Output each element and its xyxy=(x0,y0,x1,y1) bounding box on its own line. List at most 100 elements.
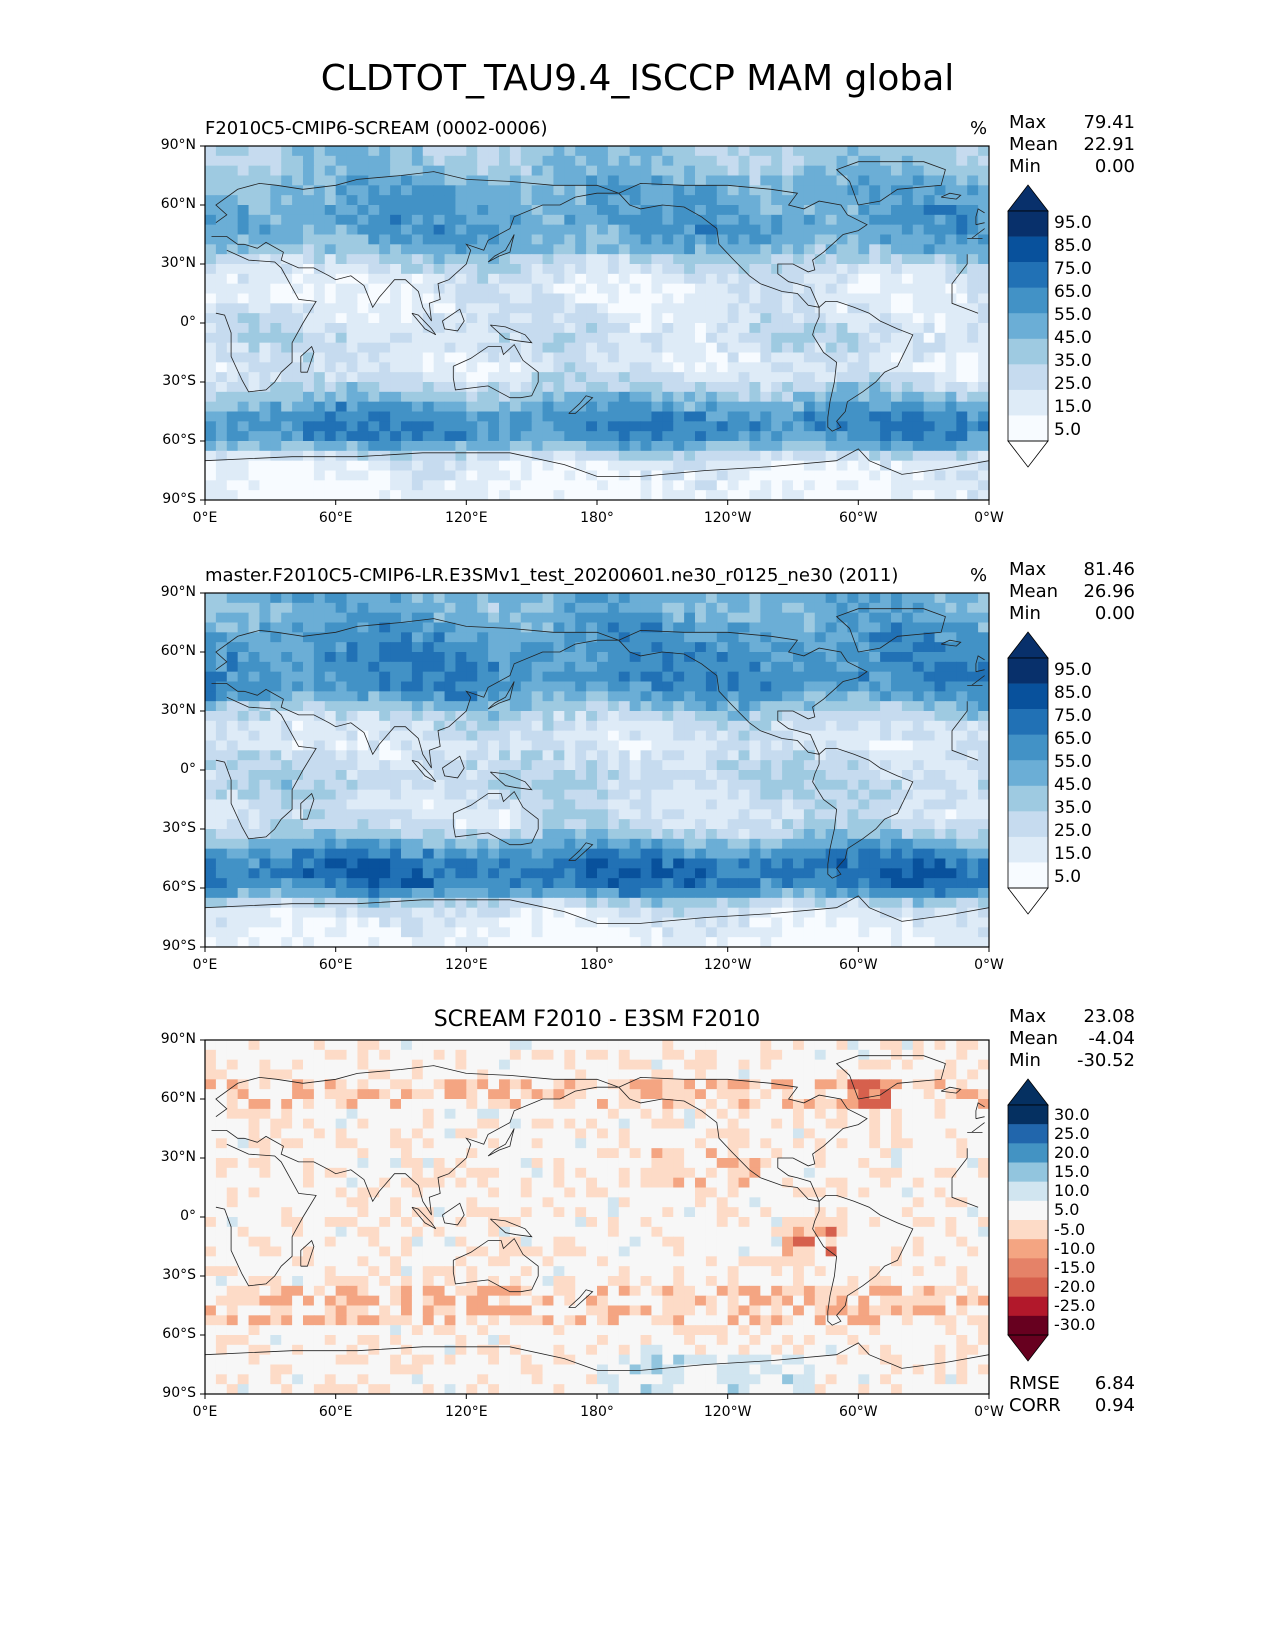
field-cell xyxy=(357,165,369,176)
field-cell xyxy=(945,283,957,294)
field-cell xyxy=(716,809,729,820)
field-cell xyxy=(368,490,380,501)
field-cell xyxy=(891,691,903,702)
field-cell xyxy=(390,652,402,663)
field-cell xyxy=(509,303,522,314)
field-cell xyxy=(379,760,391,771)
field-cell xyxy=(509,214,522,226)
field-cell xyxy=(760,480,772,491)
field-cell xyxy=(422,858,435,869)
field-cell xyxy=(629,372,642,383)
field-cell xyxy=(401,431,413,442)
field-cell xyxy=(782,602,794,614)
field-cell xyxy=(542,750,554,761)
field-cell xyxy=(422,681,435,692)
field-cell xyxy=(259,234,271,245)
field-cell xyxy=(618,401,631,412)
field-cell xyxy=(934,789,946,800)
x-tick-label: 0°W xyxy=(974,510,1004,526)
field-cell xyxy=(836,234,848,245)
field-cell xyxy=(738,779,750,791)
field-cell xyxy=(705,868,718,879)
field-cell xyxy=(401,362,413,373)
field-cell xyxy=(531,848,544,859)
field-cell xyxy=(564,411,576,422)
field-cell xyxy=(509,868,522,879)
field-cell xyxy=(803,293,816,304)
field-cell xyxy=(586,868,598,879)
field-cell xyxy=(869,244,881,255)
field-cell xyxy=(520,858,533,869)
field-cell xyxy=(477,460,489,471)
field-cell xyxy=(978,165,990,176)
field-cell xyxy=(629,661,642,673)
field-cell xyxy=(346,593,358,604)
field-cell xyxy=(292,441,304,452)
field-cell xyxy=(738,838,750,850)
field-cell xyxy=(531,254,544,265)
field-cell xyxy=(880,450,892,462)
field-cell xyxy=(869,868,881,879)
field-cell xyxy=(814,701,827,712)
field-cell xyxy=(695,165,707,176)
field-cell xyxy=(934,214,946,226)
field-cell xyxy=(967,264,979,275)
field-cell xyxy=(564,175,576,186)
field-cell xyxy=(303,490,315,501)
field-cell xyxy=(618,470,631,481)
field-cell xyxy=(205,313,217,324)
field-cell xyxy=(379,711,391,722)
field-cell xyxy=(531,671,544,682)
field-cell xyxy=(281,799,293,810)
field-cell xyxy=(488,612,500,623)
field-cell xyxy=(324,838,337,850)
field-cell xyxy=(477,671,489,682)
field-cell xyxy=(771,303,783,314)
field-cell xyxy=(695,313,707,324)
field-cell xyxy=(629,490,642,501)
field-cell xyxy=(705,760,718,771)
field-cell xyxy=(771,691,783,702)
field-cell xyxy=(411,411,424,422)
field-cell xyxy=(455,441,467,452)
field-cell xyxy=(531,661,544,673)
field-cell xyxy=(738,362,750,373)
field-cell xyxy=(401,421,413,432)
field-cell xyxy=(912,838,925,850)
field-cell xyxy=(727,264,740,275)
field-cell xyxy=(629,470,642,481)
field-cell xyxy=(281,642,293,653)
field-cell xyxy=(934,480,946,491)
field-cell xyxy=(259,450,271,462)
field-cell xyxy=(553,829,565,840)
field-cell xyxy=(945,303,957,314)
field-cell xyxy=(912,323,925,334)
field-cell xyxy=(520,431,533,442)
field-cell xyxy=(226,652,239,663)
field-cell xyxy=(357,195,369,206)
field-cell xyxy=(346,829,358,840)
field-cell xyxy=(695,642,707,653)
field-cell xyxy=(499,730,511,741)
field-cell xyxy=(923,622,936,633)
field-cell xyxy=(923,868,936,879)
field-cell xyxy=(444,612,456,623)
field-cell xyxy=(520,313,533,324)
field-cell xyxy=(586,720,598,732)
field-cell xyxy=(760,632,772,643)
field-cell xyxy=(499,691,511,702)
field-cell xyxy=(749,293,761,304)
field-cell xyxy=(967,720,979,732)
field-cell xyxy=(542,421,554,432)
field-cell xyxy=(749,632,761,643)
field-cell xyxy=(553,838,565,850)
field-cell xyxy=(814,303,827,314)
field-cell xyxy=(695,878,707,889)
field-cell xyxy=(662,175,674,186)
field-cell xyxy=(858,264,870,275)
field-cell xyxy=(444,352,456,363)
field-cell xyxy=(542,283,554,294)
field-cell xyxy=(673,342,685,353)
field-cell xyxy=(695,254,707,265)
field-cell xyxy=(891,701,903,712)
